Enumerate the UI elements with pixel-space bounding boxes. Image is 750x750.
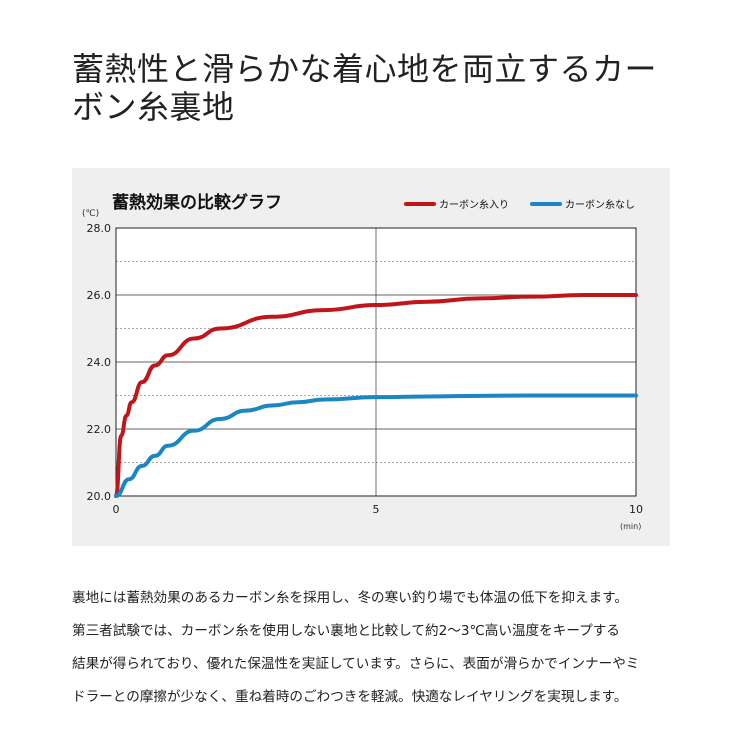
plot-area: 20.0 22.0 24.0 26.0 28.0 0 5 10 — [87, 222, 644, 516]
x-tick-label: 0 — [113, 503, 120, 516]
y-tick-label: 24.0 — [87, 356, 112, 369]
chart-canvas: 蓄熱効果の比較グラフ (℃) (min) カーボン糸入り カーボン糸なし 20.0… — [82, 192, 644, 531]
x-axis-unit: (min) — [620, 522, 641, 531]
y-tick-label: 22.0 — [87, 423, 112, 436]
heading-line-2: ボン糸裏地 — [72, 88, 235, 126]
y-axis-unit: (℃) — [82, 209, 99, 219]
x-tick-label: 5 — [373, 503, 380, 516]
heat-retention-chart: 蓄熱効果の比較グラフ (℃) (min) カーボン糸入り カーボン糸なし 20.0… — [72, 168, 670, 546]
y-tick-label: 28.0 — [87, 222, 112, 235]
y-tick-label: 20.0 — [87, 490, 112, 503]
chart-legend: カーボン糸入り カーボン糸なし — [404, 199, 635, 211]
description-line-4: ドラーとの摩擦が少なく、重ね着時のごわつきを軽減。快適なレイヤリングを実現します… — [72, 689, 628, 705]
series-line-1 — [114, 293, 638, 498]
description-paragraph: 裏地には蓄熱効果のあるカーボン糸を採用し、冬の寒い釣り場でも体温の低下を抑えます… — [72, 582, 682, 714]
y-tick-label: 26.0 — [87, 289, 112, 302]
section-heading: 蓄熱性と滑らかな着心地を両立するカー ボン糸裏地 — [72, 50, 692, 126]
description-line-1: 裏地には蓄熱効果のあるカーボン糸を採用し、冬の寒い釣り場でも体温の低下を抑えます… — [72, 590, 628, 606]
chart-title: 蓄熱効果の比較グラフ — [112, 192, 282, 213]
legend-label-2: カーボン糸なし — [565, 199, 635, 211]
x-tick-label: 10 — [629, 503, 643, 516]
series-line-2 — [114, 393, 638, 498]
heading-line-1: 蓄熱性と滑らかな着心地を両立するカー — [72, 50, 658, 88]
plot-frame — [115, 227, 637, 497]
legend-label-1: カーボン糸入り — [439, 199, 509, 211]
description-line-3: 結果が得られており、優れた保温性を実証しています。さらに、表面が滑らかでインナー… — [72, 656, 640, 672]
description-line-2: 第三者試験では、カーボン糸を使用しない裏地と比較して約2〜3℃高い温度をキープす… — [72, 623, 620, 639]
